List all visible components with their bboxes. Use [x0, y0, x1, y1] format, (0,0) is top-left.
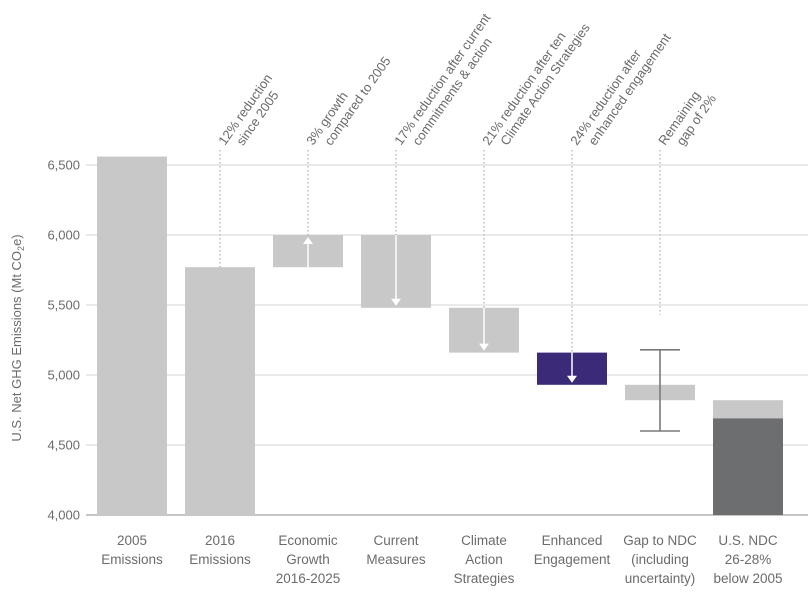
x-tick-label-line: Emissions — [189, 552, 251, 567]
annotation-line: 21% reduction after ten — [479, 29, 568, 148]
x-tick-label-line: Growth — [286, 552, 330, 567]
x-tick-label-line: 2016 — [205, 533, 235, 548]
x-tick-label-line: Action — [465, 552, 503, 567]
x-tick-label-line: Measures — [366, 552, 426, 567]
y-tick-label: 6,000 — [47, 228, 80, 243]
x-tick-label: Gap to NDC (including uncertainty) — [623, 533, 697, 586]
y-axis-ticks: 4,000 4,500 5,000 5,500 6,000 6,500 — [47, 158, 80, 523]
annotation-line: 17% reduction after current — [391, 10, 493, 147]
y-axis-title: U.S. Net GHG Emissions (Mt CO2e) — [9, 234, 26, 441]
x-tick-label: Current Measures — [366, 533, 426, 567]
ndc-range-bar — [713, 418, 783, 515]
y-tick-label: 5,000 — [47, 368, 80, 383]
x-tick-label-line: Current — [373, 533, 418, 548]
y-tick-label: 5,500 — [47, 298, 80, 313]
x-tick-label: Enhanced Engagement — [534, 533, 611, 567]
x-tick-label-line: Climate — [461, 533, 507, 548]
y-tick-label: 4,500 — [47, 438, 80, 453]
x-tick-label: U.S. NDC 26-28% below 2005 — [713, 533, 782, 586]
x-tick-label-line: Strategies — [454, 571, 515, 586]
annotation-label: 12% reductionsince 2005 — [215, 71, 287, 156]
bar — [185, 267, 255, 515]
arrow-down-head — [391, 298, 401, 306]
x-axis-labels: 2005 Emissions 2016 Emissions Economic Growth… — [101, 533, 782, 586]
x-tick-label-line: uncertainty) — [625, 571, 696, 586]
y-tick-label: 6,500 — [47, 158, 80, 173]
x-tick-label-line: below 2005 — [713, 571, 782, 586]
arrow-down-head — [567, 375, 577, 383]
x-tick-label-line: Engagement — [534, 552, 611, 567]
y-tick-label: 4,000 — [47, 508, 80, 523]
x-tick-label-line: (including — [631, 552, 689, 567]
x-tick-label: 2016 Emissions — [189, 533, 251, 567]
annotation-label: 3% growthcompared to 2005 — [303, 45, 393, 156]
x-tick-label: Climate Action Strategies — [454, 533, 515, 586]
arrow-down-head — [479, 343, 489, 351]
x-tick-label-line: Gap to NDC — [623, 533, 697, 548]
x-tick-label-line: 2005 — [117, 533, 147, 548]
x-tick-label-line: Economic — [278, 533, 338, 548]
bars — [97, 156, 783, 515]
annotations: 12% reductionsince 2005 3% growthcompared… — [215, 10, 719, 353]
x-tick-label-line: Emissions — [101, 552, 163, 567]
x-tick-label-line: Enhanced — [542, 533, 603, 548]
x-tick-label: 2005 Emissions — [101, 533, 163, 567]
arrow-up-head — [303, 237, 313, 244]
x-tick-label-line: 26-28% — [725, 552, 772, 567]
annotation-label: Remaininggap of 2% — [655, 83, 719, 157]
x-tick-label-line: 2016-2025 — [276, 571, 341, 586]
bar — [97, 156, 167, 515]
x-tick-label-line: U.S. NDC — [718, 533, 778, 548]
x-tick-label: Economic Growth 2016-2025 — [276, 533, 341, 586]
